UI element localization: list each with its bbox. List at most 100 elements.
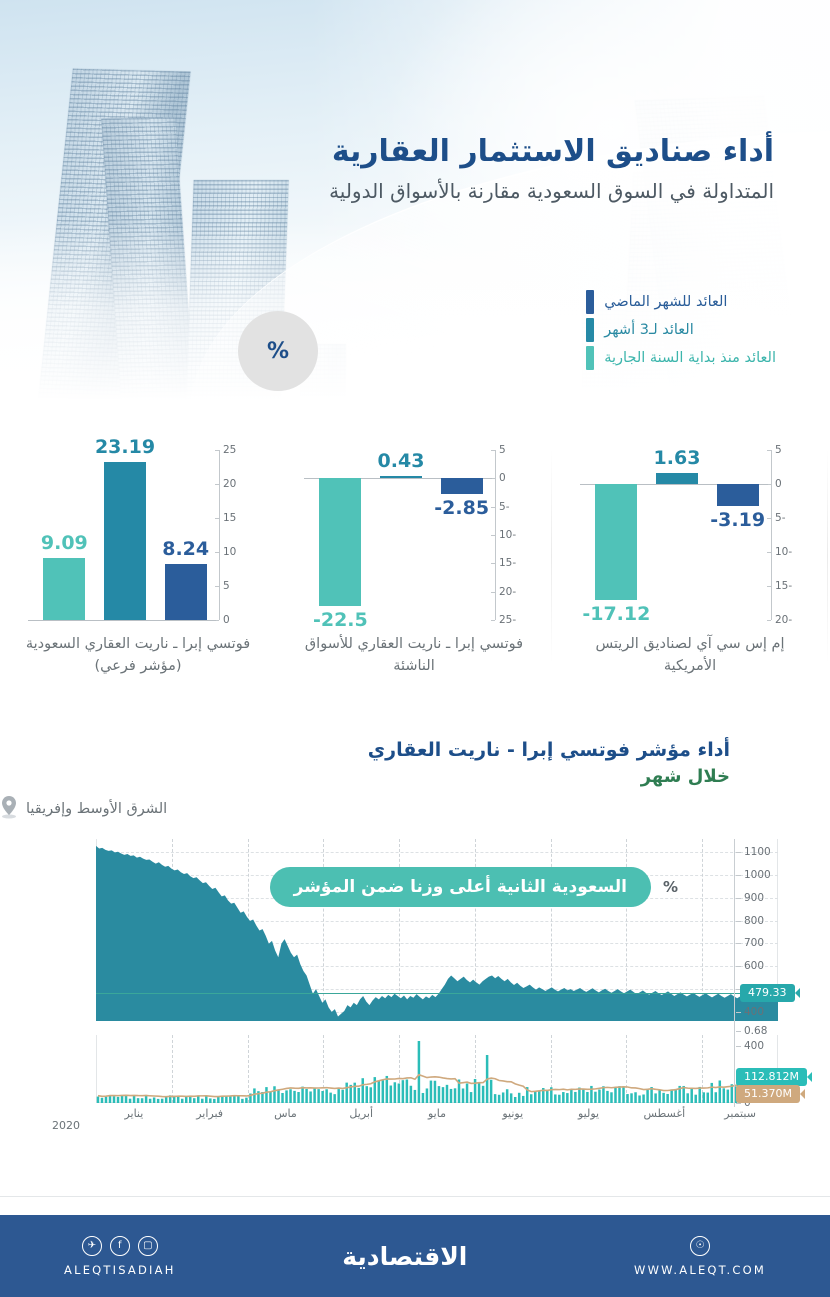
legend-swatch <box>586 346 595 370</box>
month-gridline <box>702 838 704 1021</box>
annotation-unit: % <box>662 877 678 896</box>
y-tick-label: -25 <box>491 614 526 626</box>
month-label-5: يونيو <box>502 1106 524 1120</box>
x-axis-year: 2020 <box>52 1118 80 1132</box>
twitter-icon[interactable]: ✈ <box>81 1235 102 1256</box>
hero-banner: أداء صناديق الاستثمار العقارية المتداولة… <box>0 0 830 430</box>
section-title: أداء مؤشر فوتسي إبرا - ناريت العقاري <box>367 739 730 761</box>
month-gridline <box>323 838 325 1021</box>
bar-rect <box>656 472 698 484</box>
page-subtitle: المتداولة في السوق السعودية مقارنة بالأس… <box>329 178 774 203</box>
bar-2: 22.5- <box>313 450 368 631</box>
main-chart: السعودية الثانية أعلى وزنا ضمن المؤشر % … <box>4 838 826 1139</box>
month-gridline <box>399 838 401 1021</box>
month-gridline <box>626 838 628 1021</box>
month-gridline <box>474 1034 476 1103</box>
price-tick-label: 1000 <box>736 869 771 882</box>
month-label-1: فبراير <box>196 1106 224 1120</box>
section-subtitle: خلال شهر <box>640 765 730 787</box>
bar-rect <box>595 484 638 601</box>
legend-label: العائد للشهر الماضي <box>604 294 728 310</box>
legend: العائد للشهر الماضي العائد لـ3 أشهر العائد… <box>586 288 776 372</box>
legend-item-0: العائد للشهر الماضي <box>586 288 776 316</box>
section-heading: أداء مؤشر فوتسي إبرا - ناريت العقاري خلا… <box>0 738 830 787</box>
legend-label: العائد لـ3 أشهر <box>604 322 694 338</box>
month-gridline <box>550 1034 552 1103</box>
zero-line <box>28 620 216 621</box>
bar-1: 1.63 <box>653 446 701 620</box>
bar-value-label: 3.19- <box>710 508 766 531</box>
bar-rect <box>43 558 86 620</box>
bar-2: 17.12- <box>582 450 650 625</box>
y-tick-label: 20 <box>215 478 250 490</box>
y-tick-label: 10 <box>215 546 250 558</box>
month-gridline <box>399 1034 401 1103</box>
bars-group: 8.24 23.19 9.09 <box>28 436 216 621</box>
month-label-3: أبريل <box>349 1106 374 1120</box>
price-tick-label: 400 <box>735 1005 765 1018</box>
y-axis: 5 0 -5 -10 -15 -20 <box>767 444 802 626</box>
region-row: الشرق الأوسط وإفريقيا <box>0 795 830 823</box>
month-label-2: ماس <box>274 1106 297 1120</box>
bottom-fade-overlay <box>0 220 830 430</box>
y-axis: 25 20 15 10 5 0 <box>215 444 250 626</box>
y-tick-label: -5 <box>491 501 526 513</box>
right-axis: 110010009008007006005004000.684002000479… <box>734 838 826 1109</box>
chart-caption: فوتسي إبرا ـ ناريت العقاري السعودية (مؤش… <box>25 636 251 674</box>
month-label-7: أغسطس <box>643 1106 686 1120</box>
footer: ☉ WWW.ALEQT.COM الاقتصادية ▢ f ✈ ALEQTIS… <box>0 1215 830 1297</box>
bar-0: 2.85- <box>434 450 489 620</box>
social-icons: ▢ f ✈ <box>64 1235 176 1256</box>
month-gridline <box>626 1034 628 1103</box>
last-price-line <box>96 993 778 995</box>
bar-value-label: 9.09 <box>40 532 88 555</box>
instagram-icon[interactable]: ▢ <box>137 1235 158 1256</box>
bar-charts-row: 25 20 15 10 5 0 8.24 23.19 9.09 فوتسي إبرا ـ ناري… <box>0 430 830 710</box>
bar-0: 8.24 <box>162 450 209 620</box>
zero-line <box>580 484 768 485</box>
bar-rect <box>104 462 146 620</box>
bar-value-label: 23.19 <box>94 436 156 459</box>
bar-rect <box>440 478 483 495</box>
price-gridline <box>96 852 778 854</box>
bars-group: 2.85- 0.43 22.5- <box>304 449 492 631</box>
plot-area: 5 0 -5 -10 -15 -20 -25 2.85- 0.43 22.5- <box>302 444 526 631</box>
bar-value-label: 1.63 <box>653 446 701 469</box>
value-marker-1: 112.812M <box>736 1068 807 1087</box>
volume-top-label: 0.68 <box>735 1024 768 1037</box>
y-axis-line <box>495 450 496 620</box>
bar-value-label: 0.43 <box>377 449 425 472</box>
location-pin-icon <box>0 795 18 823</box>
month-gridline <box>247 1034 249 1103</box>
bar-rect <box>164 563 207 620</box>
y-tick-label: 0 <box>215 614 250 626</box>
bar-1: 0.43 <box>377 449 425 620</box>
footer-social-block: ▢ f ✈ ALEQTISADIAH <box>64 1235 176 1277</box>
y-tick-label: -15 <box>491 557 526 569</box>
y-tick-label: -20 <box>767 614 802 626</box>
value-marker-0: 479.33 <box>740 984 795 1003</box>
y-tick-label: -20 <box>491 586 526 598</box>
footer-website[interactable]: WWW.ALEQT.COM <box>634 1262 766 1277</box>
legend-item-2: العائد منذ بداية السنة الجارية <box>586 344 776 372</box>
bar-chart-ftse-epra-nareit-emerging: 5 0 -5 -10 -15 -20 -25 2.85- 0.43 22.5- فوتسي إبرا… <box>276 430 552 710</box>
volume-pane <box>96 1034 778 1103</box>
price-gridline <box>96 943 778 945</box>
chart-caption: إم إس سي آي لصناديق الريتس الأمريكية <box>595 636 785 674</box>
globe-icon[interactable]: ☉ <box>690 1235 711 1256</box>
plot-area: 5 0 -5 -10 -15 -20 3.19- 1.63 17.12- <box>578 444 802 626</box>
bar-rect <box>319 478 362 606</box>
index-performance-section: أداء مؤشر فوتسي إبرا - ناريت العقاري خلا… <box>0 738 830 1139</box>
facebook-icon[interactable]: f <box>109 1235 130 1256</box>
price-gridline <box>96 988 778 990</box>
bar-chart-ftse-epra-nareit-saudi: 25 20 15 10 5 0 8.24 23.19 9.09 فوتسي إبرا ـ ناري… <box>0 430 276 710</box>
plot-area: 25 20 15 10 5 0 8.24 23.19 9.09 <box>26 436 250 626</box>
chart-annotation: السعودية الثانية أعلى وزنا ضمن المؤشر % <box>269 866 678 907</box>
value-marker-2: 51.370M <box>736 1085 800 1104</box>
month-label-8: سبتمبر <box>724 1106 756 1120</box>
price-tick-label: 900 <box>735 891 765 904</box>
month-gridline <box>550 838 552 1021</box>
bar-chart-msci-us-reit: 5 0 -5 -10 -15 -20 3.19- 1.63 17.12- إم إس سي آي … <box>552 430 828 710</box>
month-label-0: يناير <box>124 1106 144 1120</box>
chart-caption: فوتسي إبرا ـ ناريت العقاري للأسواق الناش… <box>304 636 524 674</box>
